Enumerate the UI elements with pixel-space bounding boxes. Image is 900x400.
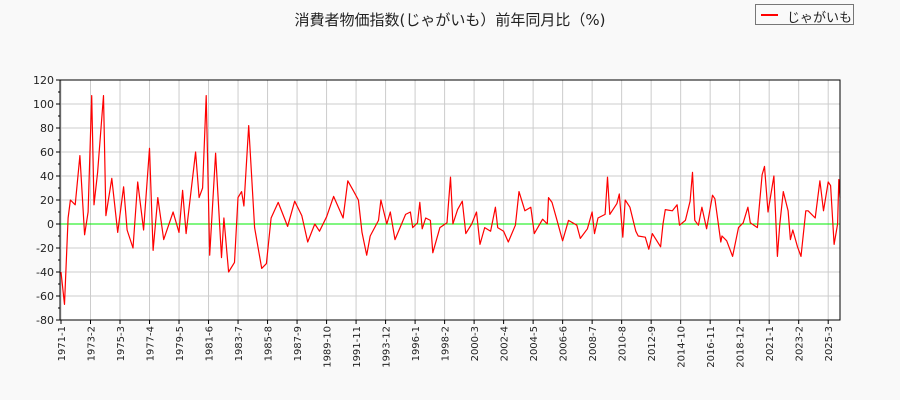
y-tick-label: 20 xyxy=(40,194,54,207)
x-tick-label: 2025-3 xyxy=(824,326,835,361)
x-tick-label: 1998-2 xyxy=(441,326,452,361)
series-line xyxy=(60,94,841,305)
legend-label: じゃがいも xyxy=(787,11,853,26)
legend: じゃがいも xyxy=(755,4,854,26)
y-tick-label: -60 xyxy=(36,290,54,303)
plot-frame xyxy=(59,79,841,321)
y-tick-label: -80 xyxy=(36,314,54,327)
y-tick-label: -20 xyxy=(36,242,54,255)
x-tick-label: 2021-1 xyxy=(765,326,776,361)
x-tick-label: 2018-12 xyxy=(736,326,747,368)
x-tick-label: 1991-11 xyxy=(352,326,363,368)
y-tick-label: 80 xyxy=(40,122,54,135)
x-tick-label: 1996-1 xyxy=(411,326,422,361)
y-tick-label: 100 xyxy=(33,98,54,111)
x-tick-label: 1981-6 xyxy=(205,326,216,361)
x-tick-label: 2010-8 xyxy=(618,326,629,361)
chart-title: 消費者物価指数(じゃがいも）前年同月比（%) xyxy=(294,11,606,29)
x-tick-label: 2000-3 xyxy=(470,326,481,361)
x-tick-label: 1977-4 xyxy=(146,326,157,361)
x-tick-label: 2006-6 xyxy=(559,326,570,361)
x-tick-label: 1973-2 xyxy=(87,326,98,361)
x-tick-label: 1975-3 xyxy=(116,326,127,361)
x-tick-label: 1971-1 xyxy=(57,326,68,361)
x-tick-label: 1983-7 xyxy=(234,326,245,361)
y-tick-label: -40 xyxy=(36,266,54,279)
series-jagaimo xyxy=(60,94,841,305)
y-tick-label: 0 xyxy=(47,218,54,231)
x-tick-label: 1987-9 xyxy=(293,326,304,361)
x-tick-label: 1979-5 xyxy=(175,326,186,361)
x-tick-label: 1985-8 xyxy=(264,326,275,361)
legend-swatch xyxy=(761,14,778,16)
y-tick-label: 120 xyxy=(33,74,54,87)
y-tick-label: 60 xyxy=(40,146,54,159)
x-tick-label: 2014-10 xyxy=(677,326,688,368)
x-tick-label: 2023-2 xyxy=(795,326,806,361)
x-tick-label: 1989-10 xyxy=(323,326,334,368)
y-tick-label: 40 xyxy=(40,170,54,183)
x-tick-label: 2002-4 xyxy=(500,326,511,361)
grid xyxy=(60,79,840,321)
x-tick-label: 2008-7 xyxy=(588,326,599,361)
x-tick-label: 2012-9 xyxy=(647,326,658,361)
x-tick-label: 2004-5 xyxy=(529,326,540,361)
x-tick-label: 2016-11 xyxy=(706,326,717,368)
x-tick-label: 1993-12 xyxy=(382,326,393,368)
axes: -80 -60 -40 -20 0 20 40 60 80 100 120 1971-1 1973-2 1… xyxy=(33,74,841,368)
